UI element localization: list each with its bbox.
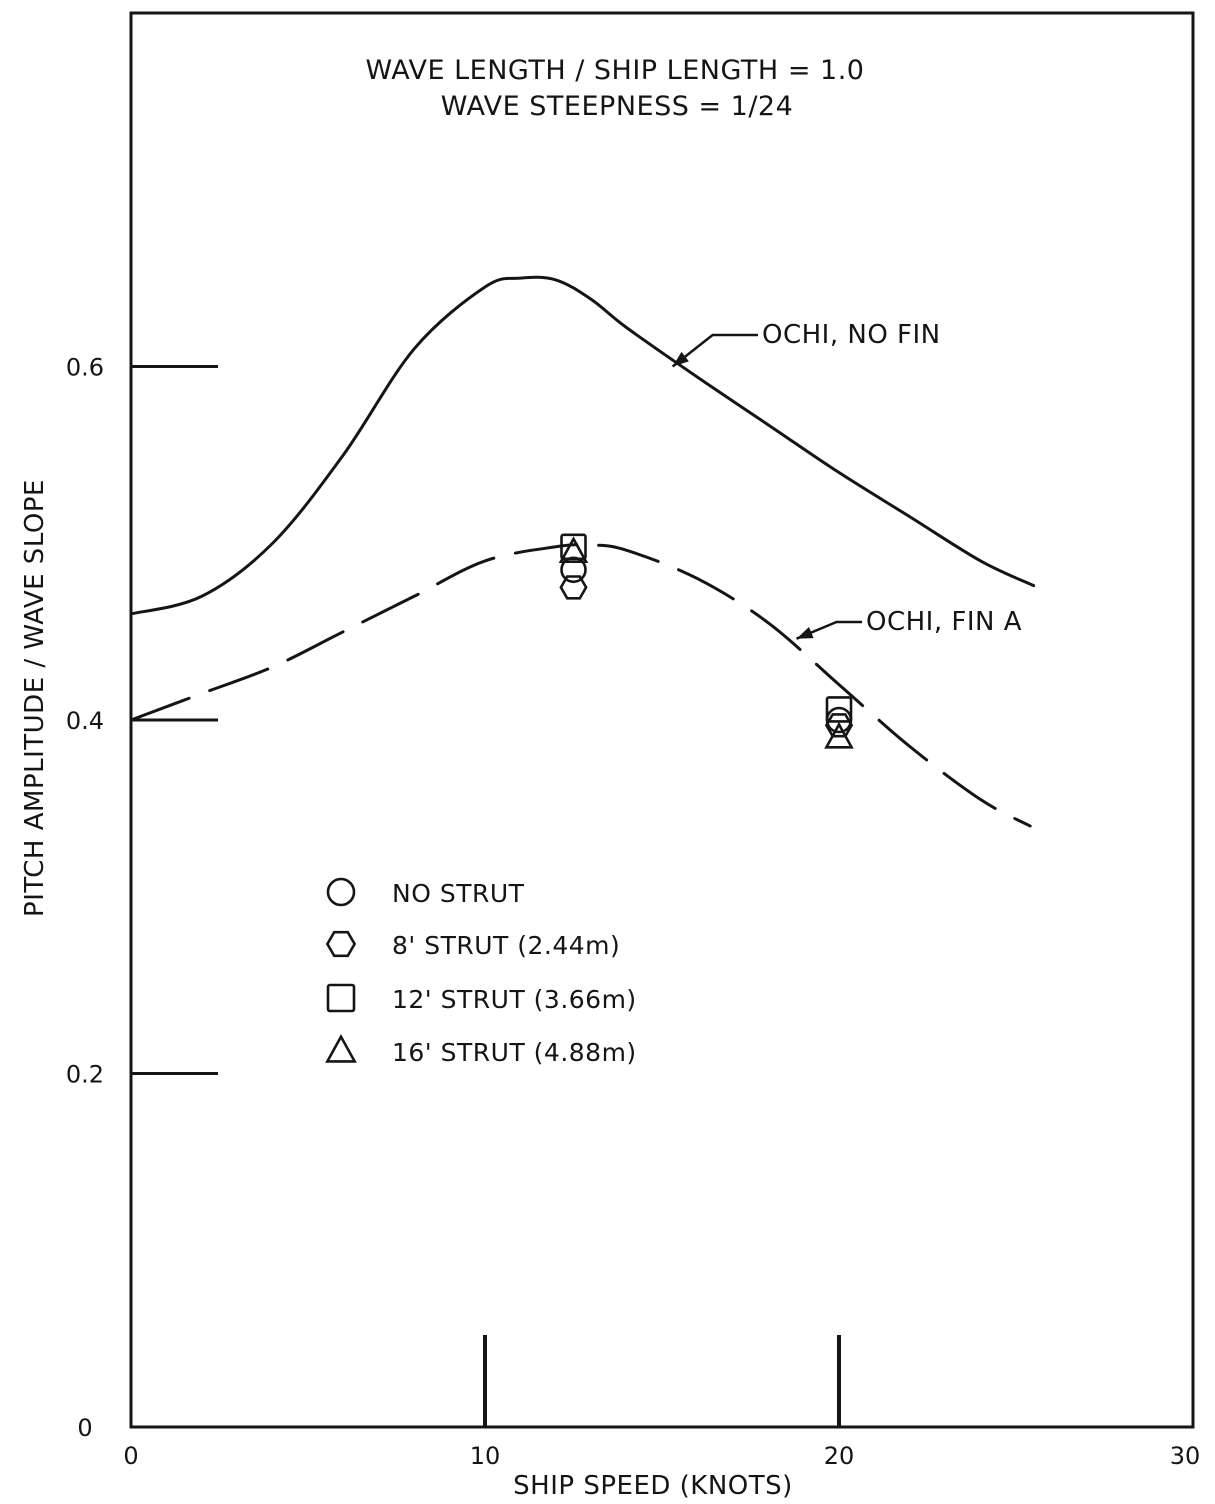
y-tick-label: 0	[77, 1414, 92, 1442]
data-point-triangle	[558, 536, 589, 563]
data-points	[558, 533, 854, 749]
y-tick-label: 0.6	[66, 354, 104, 382]
x-tick-label: 20	[824, 1442, 855, 1470]
legend-marker-hexagon	[325, 930, 357, 958]
data-point-triangle	[824, 721, 854, 749]
x-tick-label: 30	[1170, 1442, 1201, 1470]
legend-marker-triangle	[325, 1034, 357, 1063]
curve-annotations: OCHI, NO FIN OCHI, FIN A	[671, 320, 1022, 640]
annotation-leader	[671, 333, 758, 368]
curve-ochi-no-fin	[129, 275, 1036, 616]
x-tick-label: 0	[123, 1442, 138, 1470]
chart-title-line-2: WAVE STEEPNESS = 1/24	[441, 91, 794, 122]
legend-marker-circle	[326, 877, 356, 907]
x-tick-label: 10	[470, 1442, 501, 1470]
series-curves	[129, 275, 1036, 828]
legend: NO STRUT 8' STRUT (2.44m) 12' STRUT (3.66m…	[325, 877, 637, 1067]
data-point-square	[560, 533, 587, 561]
legend-label: NO STRUT	[392, 879, 525, 908]
legend-marker-square	[326, 983, 356, 1013]
annotation-label: OCHI, FIN A	[866, 607, 1022, 637]
annotation-label: OCHI, NO FIN	[762, 320, 941, 350]
axis-ticks: 0 0.2 0.4 0.6 0 10 20 30	[66, 354, 1200, 1471]
y-tick-label: 0.4	[66, 707, 104, 735]
y-axis-title: PITCH AMPLITUDE / WAVE SLOPE	[20, 479, 50, 917]
legend-label: 16' STRUT (4.88m)	[392, 1038, 637, 1067]
data-point-hexagon	[559, 575, 588, 600]
annotation-arrowhead	[672, 351, 689, 367]
legend-label: 12' STRUT (3.66m)	[392, 985, 637, 1014]
data-point-square	[825, 696, 853, 723]
plot-frame	[129, 11, 1195, 1429]
legend-label: 8' STRUT (2.44m)	[392, 931, 620, 960]
annotation-arrowhead	[796, 626, 814, 639]
y-tick-label: 0.2	[66, 1061, 104, 1089]
chart-title-line-1: WAVE LENGTH / SHIP LENGTH = 1.0	[366, 55, 865, 86]
x-axis-title: SHIP SPEED (KNOTS)	[513, 1471, 793, 1501]
curve-ochi-fin-a	[129, 543, 1032, 828]
